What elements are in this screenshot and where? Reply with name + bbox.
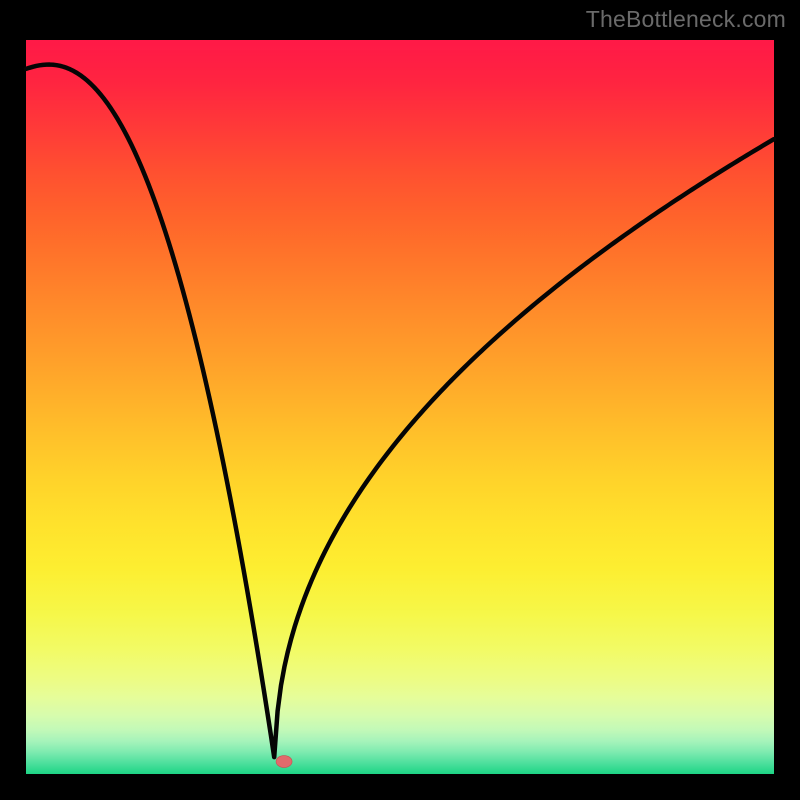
current-position-marker (276, 756, 292, 768)
chart-canvas: TheBottleneck.com (0, 0, 800, 800)
chart-svg (0, 0, 800, 800)
watermark-text: TheBottleneck.com (586, 6, 786, 33)
plot-area (26, 40, 774, 774)
